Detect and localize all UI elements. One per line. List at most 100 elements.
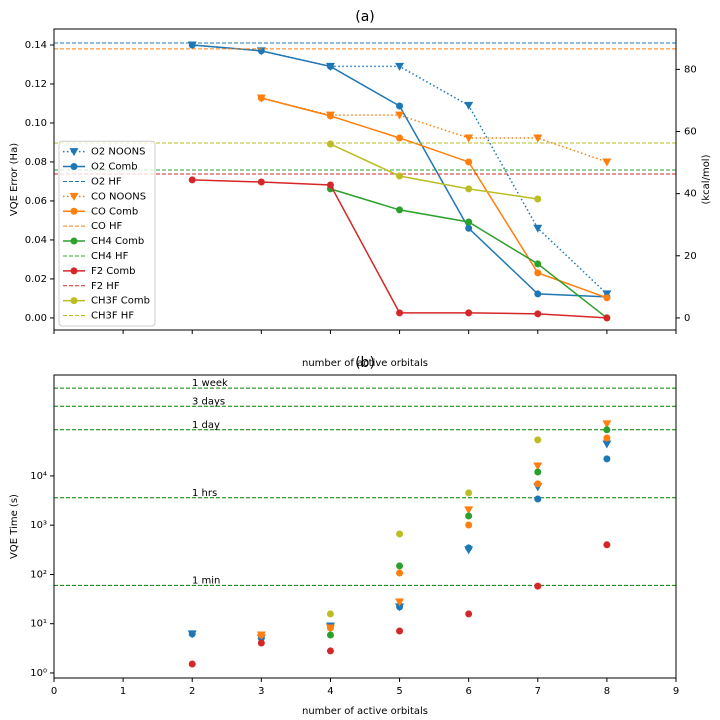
y-tick-label: 0.14	[25, 40, 47, 51]
marker	[396, 569, 404, 577]
x-axis-label: number of active orbitals	[302, 358, 428, 369]
y-tick-label: 10²	[30, 569, 47, 580]
series-line	[261, 97, 608, 163]
marker	[326, 624, 334, 632]
x-tick-label: 6	[465, 686, 471, 697]
axes-frame	[53, 374, 677, 679]
marker	[533, 134, 543, 143]
marker	[326, 181, 334, 189]
x-tick-label: 8	[604, 686, 610, 697]
time-label: 3 days	[192, 396, 225, 407]
x-tick-label: 2	[189, 686, 195, 697]
legend-marker	[69, 192, 79, 201]
legend-label: CH4 HF	[91, 251, 129, 262]
series-line	[192, 179, 607, 319]
y2-tick-label: 20	[684, 251, 697, 262]
series-line	[330, 143, 538, 200]
time-label: 1 week	[192, 378, 228, 389]
x-tick-label: 0	[51, 686, 57, 697]
marker	[326, 631, 334, 639]
marker	[603, 426, 611, 434]
y-tick-label: 0.10	[25, 118, 47, 129]
chart-title: (b)	[355, 355, 375, 371]
marker	[465, 218, 473, 226]
marker	[395, 598, 405, 607]
x-tick-label: 4	[327, 686, 333, 697]
y-tick-label: 0.00	[25, 313, 47, 324]
marker	[534, 310, 542, 318]
marker	[465, 158, 473, 166]
marker	[534, 495, 542, 503]
marker	[465, 185, 473, 193]
marker	[395, 62, 405, 71]
y-axis-label: VQE Error (Ha)	[9, 143, 20, 216]
y-tick-label: 0.06	[25, 196, 47, 207]
chart-title: (a)	[355, 9, 375, 25]
marker	[326, 610, 334, 618]
y-axis-label: VQE Time (s)	[9, 494, 20, 559]
legend-label: CH3F Comb	[91, 296, 150, 307]
marker	[396, 603, 404, 611]
y-tick-label: 0.04	[25, 235, 47, 246]
marker	[326, 140, 334, 148]
y-tick-label: 0.12	[25, 79, 47, 90]
marker	[603, 541, 611, 549]
marker	[602, 420, 612, 429]
marker	[603, 314, 611, 322]
marker	[326, 62, 334, 70]
marker	[396, 627, 404, 635]
marker	[257, 47, 265, 55]
series-line	[261, 97, 608, 299]
marker	[603, 434, 611, 442]
marker	[396, 562, 404, 570]
marker	[465, 309, 473, 317]
legend-marker	[70, 267, 78, 275]
y-tick-label: 10¹	[30, 619, 47, 630]
marker	[395, 111, 405, 120]
legend-marker	[70, 163, 78, 171]
y-tick-label: 0.02	[25, 274, 47, 285]
legend-label: CO NOONS	[91, 191, 146, 202]
marker	[533, 462, 543, 471]
legend-box	[58, 140, 156, 327]
legend-marker	[69, 148, 79, 157]
legend-label: CO HF	[91, 221, 123, 232]
marker	[326, 112, 334, 120]
marker	[257, 631, 265, 639]
marker	[326, 647, 334, 655]
marker	[188, 176, 196, 184]
y-tick-label: 10⁴	[30, 471, 47, 482]
marker	[464, 134, 474, 143]
y2-tick-label: 0	[684, 313, 690, 324]
legend-label: O2 Comb	[91, 162, 138, 173]
legend-marker	[70, 207, 78, 215]
marker	[534, 480, 542, 488]
marker	[534, 436, 542, 444]
marker	[534, 468, 542, 476]
marker	[188, 41, 196, 49]
series-line	[192, 44, 607, 298]
marker	[188, 660, 196, 668]
marker	[464, 506, 474, 515]
legend-label: O2 HF	[91, 176, 122, 187]
y-tick-label: 10⁰	[30, 668, 47, 679]
marker	[396, 172, 404, 180]
marker	[534, 260, 542, 268]
time-label: 1 hrs	[192, 488, 217, 499]
marker	[465, 224, 473, 232]
marker	[602, 440, 612, 449]
marker	[602, 158, 612, 167]
legend-label: F2 Comb	[91, 266, 135, 277]
legend-label: O2 NOONS	[91, 147, 145, 158]
x-tick-label: 1	[120, 686, 126, 697]
time-label: 1 day	[192, 420, 220, 431]
y2-tick-label: 80	[684, 64, 697, 75]
legend-label: CH4 Comb	[91, 236, 144, 247]
x-tick-label: 9	[673, 686, 679, 697]
marker	[603, 294, 611, 302]
marker	[396, 206, 404, 214]
marker	[534, 582, 542, 590]
legend-label: CH3F HF	[91, 311, 134, 322]
marker	[465, 544, 473, 552]
